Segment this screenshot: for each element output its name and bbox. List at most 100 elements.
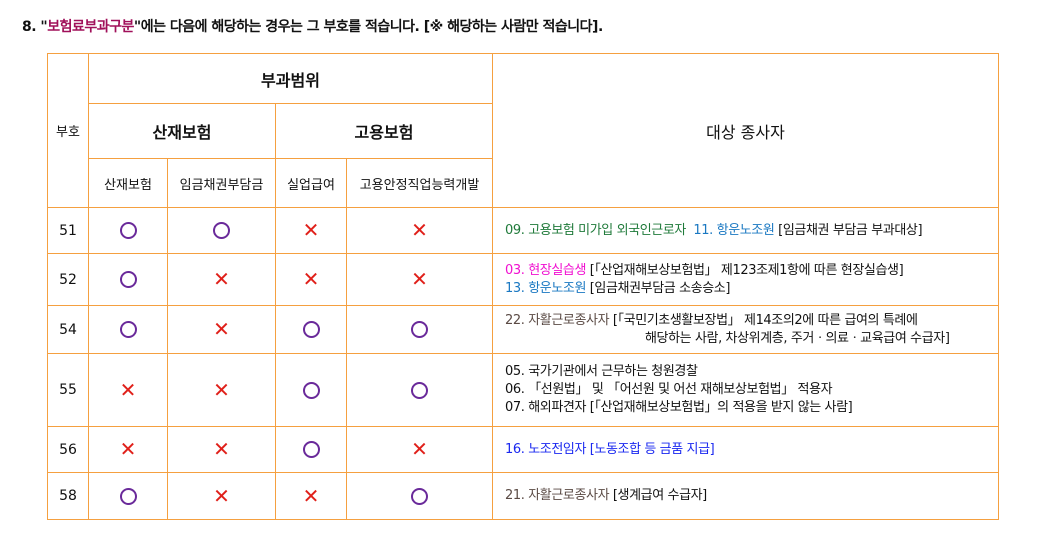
row-code: 51 (47, 207, 89, 254)
description-segment: 05. 국가기관에서 근무하는 청원경찰 (505, 364, 698, 379)
description-segment: [「국민기초생활보장법」 제14조의2에 따른 급여의 특례에 (612, 312, 918, 328)
mark-cell (346, 353, 493, 427)
mark-cell: ✕ (167, 426, 276, 473)
description-segment: 06. 「선원법」 및 「어선원 및 어선 재해보상보험법」 적용자 (505, 382, 833, 397)
mark-cell (346, 305, 493, 354)
row-code: 54 (47, 305, 89, 354)
circle-icon (302, 381, 320, 399)
circle-icon (213, 222, 230, 239)
cross-icon: ✕ (302, 218, 320, 242)
cross-icon: ✕ (213, 267, 230, 291)
description-line: 05. 국가기관에서 근무하는 청원경찰 (505, 363, 998, 381)
cross-icon: ✕ (411, 218, 428, 242)
description-segment: 11. 항운노조원 (693, 222, 779, 238)
circle-icon (302, 321, 320, 338)
circle-icon (411, 381, 428, 399)
cross-icon: ✕ (119, 437, 137, 461)
insurance-classification-table: 부호 부과범위 대상 종사자 산재보험 고용보험 산재보험 임금채권부담금 실업… (47, 53, 999, 520)
description-segment: 09. 고용보험 미가입 외국인근로자 (505, 222, 694, 238)
description-line: 06. 「선원법」 및 「어선원 및 어선 재해보상보험법」 적용자 (505, 381, 998, 399)
description-line: 22. 자활근로종사자 [「국민기초생활보장법」 제14조의2에 따른 급여의 … (505, 312, 998, 330)
cross-icon: ✕ (302, 267, 320, 291)
mark-cell: ✕ (275, 207, 347, 254)
mark-cell: ✕ (346, 253, 493, 306)
cross-icon: ✕ (213, 437, 230, 461)
mark-cell (88, 253, 168, 306)
description-line: 해당하는 사람, 차상위계층, 주거ㆍ의료ㆍ교육급여 수급자] (505, 330, 998, 348)
row-code: 58 (47, 472, 89, 520)
header-employment: 고용보험 (275, 103, 493, 159)
description-segment: 07. 해외파견자 [「산업재해보상보험법」의 적용을 받지 않는 사람] (505, 400, 853, 415)
cross-icon: ✕ (302, 483, 320, 508)
mark-cell: ✕ (167, 305, 276, 354)
cross-icon: ✕ (213, 483, 230, 508)
target-description: 22. 자활근로종사자 [「국민기초생활보장법」 제14조의2에 따른 급여의 … (492, 305, 999, 354)
subheader: 실업급여 (275, 158, 347, 208)
mark-cell: ✕ (275, 472, 347, 520)
description-line: 03. 현장실습생 [「산업재해보상보험법」 제123조제1항에 따른 현장실습… (505, 262, 998, 280)
table-row: 51 ✕ ✕ 09. 고용보험 미가입 외국인근로자 11. 항운노조원 [임금채권 … (47, 207, 999, 254)
description-segment: [「산업재해보상보험법」 제123조제1항에 따른 현장실습생] (589, 262, 904, 278)
cross-icon: ✕ (213, 317, 230, 341)
table-row: 52 ✕ ✕ ✕ 03. 현장실습생 [「산업재해보상보험법」 제123조제1항에 따른… (47, 253, 999, 306)
header-scope: 부과범위 (88, 53, 493, 104)
mark-cell (88, 305, 168, 354)
description-line: 07. 해외파견자 [「산업재해보상보험법」의 적용을 받지 않는 사람] (505, 399, 998, 417)
target-description: 16. 노조전임자 [노동조합 등 금품 지급] (492, 426, 999, 473)
description-segment: 해당하는 사람, 차상위계층, 주거ㆍ의료ㆍ교육급여 수급자] (645, 330, 950, 346)
circle-icon (411, 321, 428, 338)
title-prefix: 8. " (22, 19, 48, 35)
target-description: 05. 국가기관에서 근무하는 청원경찰 06. 「선원법」 및 「어선원 및 어… (492, 353, 999, 427)
circle-icon (119, 222, 137, 239)
mark-cell: ✕ (88, 426, 168, 473)
header-industrial: 산재보험 (88, 103, 276, 159)
table-row: 55 ✕ ✕ 05. 국가기관에서 근무하는 청원경찰 06. 「선원법」 및 「어선원… (47, 353, 999, 427)
target-description: 09. 고용보험 미가입 외국인근로자 11. 항운노조원 [임금채권 부담금 … (492, 207, 999, 254)
mark-cell (275, 426, 347, 473)
table-row: 58 ✕ ✕ 21. 자활근로종사자 [생계급여 수급자] (47, 472, 999, 520)
title-suffix: "에는 다음에 해당하는 경우는 그 부호를 적습니다. [※ 해당하는 사람만… (133, 19, 603, 35)
row-code: 56 (47, 426, 89, 473)
description-segment: 03. 현장실습생 (505, 262, 590, 278)
circle-icon (119, 321, 137, 338)
description-line: 09. 고용보험 미가입 외국인근로자 11. 항운노조원 [임금채권 부담금 … (505, 222, 998, 240)
title-highlight: 보험료부과구분 (47, 19, 134, 35)
target-description: 21. 자활근로종사자 [생계급여 수급자] (492, 472, 999, 520)
description-segment: 16. 노조전임자 [노동조합 등 금품 지급] (505, 441, 715, 457)
circle-icon (119, 487, 137, 505)
row-code: 52 (47, 253, 89, 306)
description-segment: [임금채권 부담금 부과대상] (778, 222, 923, 238)
description-line: 16. 노조전임자 [노동조합 등 금품 지급] (505, 441, 998, 459)
row-code: 55 (47, 353, 89, 427)
mark-cell (167, 207, 276, 254)
description-segment: [생계급여 수급자] (612, 488, 707, 503)
description-segment: 21. 자활근로종사자 (505, 488, 613, 503)
table-row: 56 ✕ ✕ ✕ 16. 노조전임자 [노동조합 등 금품 지급] (47, 426, 999, 473)
mark-cell: ✕ (167, 353, 276, 427)
mark-cell: ✕ (167, 472, 276, 520)
circle-icon (119, 271, 137, 288)
description-segment: 13. 항운노조원 (505, 280, 590, 296)
circle-icon (302, 441, 320, 458)
mark-cell (346, 472, 493, 520)
description-segment: [임금채권부담금 소송승소] (589, 280, 731, 296)
header-target: 대상 종사자 (492, 53, 999, 208)
description-line: 21. 자활근로종사자 [생계급여 수급자] (505, 487, 998, 505)
mark-cell: ✕ (346, 426, 493, 473)
target-description: 03. 현장실습생 [「산업재해보상보험법」 제123조제1항에 따른 현장실습… (492, 253, 999, 306)
header-code: 부호 (47, 53, 89, 208)
mark-cell: ✕ (88, 353, 168, 427)
subheader: 고용안정직업능력개발 (346, 158, 493, 208)
section-title: 8. "보험료부과구분"에는 다음에 해당하는 경우는 그 부호를 적습니다. … (22, 16, 603, 36)
mark-cell: ✕ (167, 253, 276, 306)
description-segment: 22. 자활근로종사자 (505, 312, 613, 328)
mark-cell (88, 472, 168, 520)
mark-cell (88, 207, 168, 254)
mark-cell: ✕ (346, 207, 493, 254)
circle-icon (411, 487, 428, 505)
table-row: 54 ✕ 22. 자활근로종사자 [「국민기초생활보장법」 제14조의2에 따른 급… (47, 305, 999, 354)
mark-cell (275, 353, 347, 427)
subheader: 임금채권부담금 (167, 158, 276, 208)
cross-icon: ✕ (411, 267, 428, 291)
cross-icon: ✕ (119, 377, 137, 402)
